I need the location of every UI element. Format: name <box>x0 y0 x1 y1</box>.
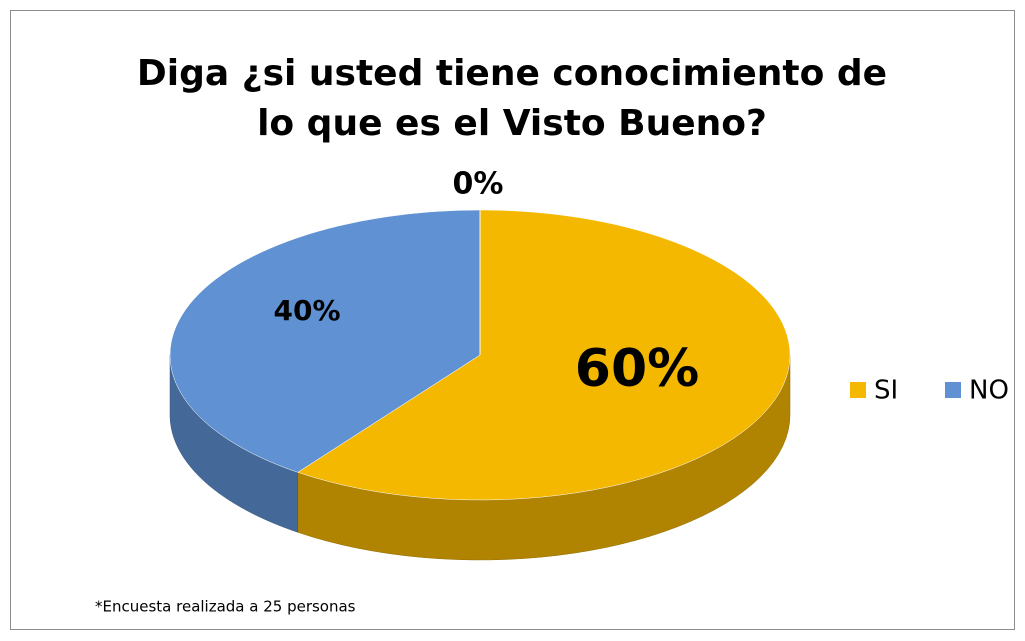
slice <box>169 209 481 473</box>
legend-swatch <box>945 382 961 398</box>
data-label: 40% <box>273 294 340 327</box>
data-label: 60% <box>575 339 699 399</box>
legend-label: SI <box>874 376 898 406</box>
data-label: 0% <box>453 167 504 202</box>
slice <box>297 209 791 501</box>
legend-swatch <box>850 382 866 398</box>
footnote: *Encuesta realizada a 25 personas <box>95 598 356 616</box>
chart-title: Diga ¿si usted tiene conocimiento de lo q… <box>137 53 887 144</box>
legend-label: NO <box>969 376 1009 406</box>
